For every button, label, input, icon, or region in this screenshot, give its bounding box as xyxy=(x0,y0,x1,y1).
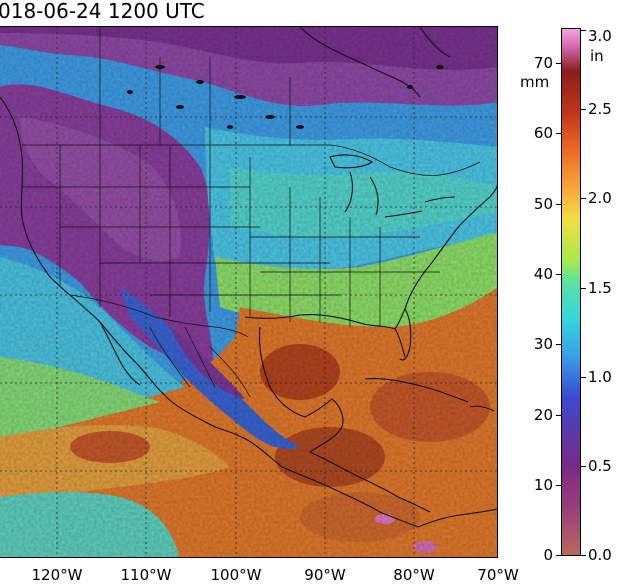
mm-tick-10 xyxy=(556,485,561,486)
graticule xyxy=(0,27,497,557)
in-tick-2.0 xyxy=(581,198,586,199)
in-label-3.0: 3.0 xyxy=(588,27,612,45)
in-tick-0.5 xyxy=(581,466,586,467)
mm-label-20: 20 xyxy=(533,406,553,424)
in-tick-3.0 xyxy=(581,30,586,31)
in-label-1.0: 1.0 xyxy=(588,368,612,386)
mm-tick-30 xyxy=(556,344,561,345)
mm-tick-0 xyxy=(556,555,561,556)
colorbar xyxy=(561,28,581,556)
lon-label-100w: 100°W xyxy=(210,566,262,584)
in-tick-1.5 xyxy=(581,288,586,289)
canada-lakes xyxy=(127,65,444,129)
mm-tick-70 xyxy=(556,63,561,64)
map-canvas xyxy=(0,27,497,557)
mm-tick-20 xyxy=(556,415,561,416)
colorbar-unit-mm: mm xyxy=(520,73,550,91)
in-label-2.0: 2.0 xyxy=(588,189,612,207)
lon-label-80w: 80°W xyxy=(393,566,435,584)
moisture-texture xyxy=(0,27,497,557)
mm-label-60: 60 xyxy=(533,124,553,142)
mm-label-40: 40 xyxy=(533,265,553,283)
in-label-0.5: 0.5 xyxy=(588,457,612,475)
in-label-1.5: 1.5 xyxy=(588,279,612,297)
coastlines xyxy=(0,27,497,528)
mm-label-30: 30 xyxy=(533,335,553,353)
in-tick-0.0 xyxy=(581,555,586,556)
mm-label-70: 70 xyxy=(533,54,553,72)
lon-label-110w: 110°W xyxy=(120,566,172,584)
in-tick-1.0 xyxy=(581,377,586,378)
mm-tick-50 xyxy=(556,204,561,205)
colorbar-unit-in: in xyxy=(590,47,604,65)
mm-label-10: 10 xyxy=(533,476,553,494)
great-lakes xyxy=(329,154,456,218)
in-label-2.5: 2.5 xyxy=(588,100,612,118)
mm-tick-60 xyxy=(556,133,561,134)
lon-label-90w: 90°W xyxy=(304,566,346,584)
mm-label-50: 50 xyxy=(533,195,553,213)
state-borders xyxy=(22,27,481,398)
mm-tick-40 xyxy=(556,274,561,275)
lon-label-120w: 120°W xyxy=(31,566,83,584)
precipitable-water-map xyxy=(0,26,498,558)
mm-label-0: 0 xyxy=(543,546,553,564)
in-label-0.0: 0.0 xyxy=(588,546,612,564)
map-title: 018-06-24 1200 UTC xyxy=(0,0,205,23)
lon-label-70w: 70°W xyxy=(477,566,519,584)
in-tick-2.5 xyxy=(581,109,586,110)
